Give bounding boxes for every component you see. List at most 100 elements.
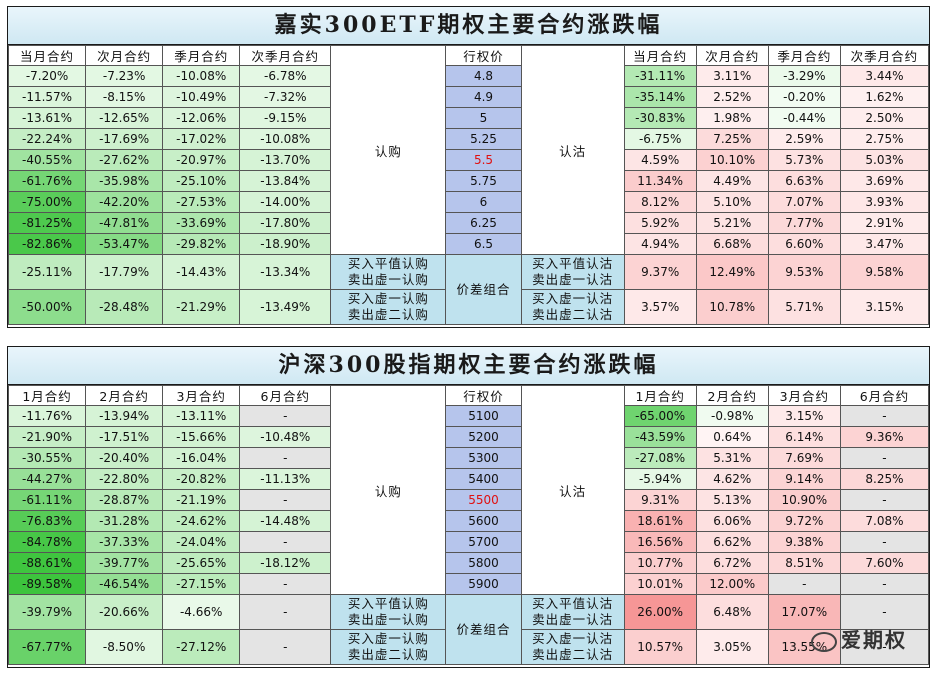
call-change-cell: -42.20% (85, 191, 164, 213)
index-options-table: 沪深300股指期权主要合约涨跌幅 1月合约 2月合约 3月合约 6月合约 认购 行权价 认沽… (7, 346, 930, 668)
call-change-cell: - (239, 573, 332, 595)
call-change-cell: -18.90% (239, 233, 332, 255)
combo-call-cell: -20.66% (85, 594, 164, 630)
strike-price-cell: 5700 (445, 531, 522, 553)
strike-price-cell: 5 (445, 107, 522, 129)
spread-leg: 买入平值认沽 (532, 596, 614, 611)
put-change-cell: 7.08% (839, 510, 930, 532)
put-spread-description: 买入平值认沽 卖出虚一认沽 (520, 254, 625, 290)
put-change-cell: 5.21% (695, 212, 769, 234)
put-change-cell: 4.49% (695, 170, 769, 192)
combo-put-cell: 9.37% (623, 254, 697, 290)
put-change-cell: -65.00% (623, 405, 697, 427)
call-change-cell: - (239, 531, 332, 553)
table-row: -82.86% -53.47% -29.82% -18.90% 6.5 4.94% 6.68… (7, 233, 930, 255)
table-row: -7.20% -7.23% -10.08% -6.78% 4.8 -31.11% 3.11%… (7, 65, 930, 87)
column-header: 3月合约 (162, 385, 241, 406)
combo-call-cell: -8.50% (85, 629, 164, 665)
call-change-cell: -27.15% (162, 573, 241, 595)
strike-price-cell: 5500 (445, 489, 522, 511)
etf-options-table: 嘉实300ETF期权主要合约涨跌幅 当月合约 次月合约 季月合约 次季月合约 认购 行权价… (7, 6, 930, 328)
combo-call-cell: -4.66% (162, 594, 241, 630)
column-header: 2月合约 (85, 385, 164, 406)
strike-price-cell: 5200 (445, 426, 522, 448)
column-header: 6月合约 (239, 385, 332, 406)
put-change-cell: 9.72% (767, 510, 841, 532)
strike-price-cell: 4.9 (445, 86, 522, 108)
call-change-cell: -20.40% (85, 447, 164, 469)
call-change-cell: -13.70% (239, 149, 332, 171)
call-change-cell: -76.83% (7, 510, 87, 532)
combo-row: -25.11% -17.79% -14.43% -13.34% 买入平值认购 卖出虚一认购… (7, 254, 930, 325)
combo-put-cell: 3.15% (839, 289, 930, 325)
call-change-cell: - (239, 489, 332, 511)
table-row: -89.58% -46.54% -27.15% -5900 10.01% 12.00% - - (7, 573, 930, 595)
call-change-cell: -27.62% (85, 149, 164, 171)
call-change-cell: -22.24% (7, 128, 87, 150)
table-title: 嘉实300ETF期权主要合约涨跌幅 (8, 7, 929, 45)
put-change-cell: 10.77% (623, 552, 697, 574)
put-change-cell: -0.20% (767, 86, 841, 108)
call-change-cell: -13.84% (239, 170, 332, 192)
put-change-cell: - (767, 573, 841, 595)
call-change-cell: -15.66% (162, 426, 241, 448)
spread-leg: 卖出虚一认购 (347, 612, 429, 627)
strike-header: 行权价 (445, 385, 522, 406)
put-change-cell: 11.34% (623, 170, 697, 192)
call-change-cell: -39.77% (85, 552, 164, 574)
put-change-cell: 9.38% (767, 531, 841, 553)
combo-call-cell: -13.49% (239, 289, 332, 325)
strike-header: 行权价 (445, 45, 522, 66)
call-change-cell: -29.82% (162, 233, 241, 255)
call-change-cell: -31.28% (85, 510, 164, 532)
call-change-cell: -27.53% (162, 191, 241, 213)
combo-call-cell: -39.79% (7, 594, 87, 630)
put-change-cell: 3.47% (839, 233, 930, 255)
table-row: -21.90% -17.51% -15.66% -10.48% 5200 -43.59% 0… (7, 426, 930, 448)
put-change-cell: 4.62% (695, 468, 769, 490)
strike-price-cell: 5900 (445, 573, 522, 595)
put-change-cell: -6.75% (623, 128, 697, 150)
put-change-cell: 5.03% (839, 149, 930, 171)
call-spread-description: 买入平值认购 卖出虚一认购 (330, 254, 447, 290)
call-change-cell: - (239, 447, 332, 469)
combo-call-cell: -13.34% (239, 254, 332, 290)
spread-leg: 卖出虚二认沽 (532, 647, 614, 662)
put-change-cell: 6.14% (767, 426, 841, 448)
strike-price-cell: 5800 (445, 552, 522, 574)
put-change-cell: 4.94% (623, 233, 697, 255)
call-change-cell: -14.00% (239, 191, 332, 213)
call-change-cell: -21.90% (7, 426, 87, 448)
combo-put-cell: 10.57% (623, 629, 697, 665)
call-change-cell: -24.62% (162, 510, 241, 532)
put-spread-description: 买入平值认沽 卖出虚一认沽 (520, 594, 625, 630)
strike-price-cell: 5.75 (445, 170, 522, 192)
combo-put-cell: 3.57% (623, 289, 697, 325)
combo-row: -39.79% -20.66% -4.66% - 买入平值认购 卖出虚一认购 价差组合 买入平… (7, 594, 930, 665)
call-change-cell: -21.19% (162, 489, 241, 511)
call-change-cell: -13.94% (85, 405, 164, 427)
call-spread-description: 买入虚一认购 卖出虚二认购 (330, 629, 447, 665)
spread-leg: 卖出虚一认购 (347, 272, 429, 287)
call-change-cell: -17.69% (85, 128, 164, 150)
put-change-cell: 5.31% (695, 447, 769, 469)
call-change-cell: -20.97% (162, 149, 241, 171)
combo-call-cell: -25.11% (7, 254, 87, 290)
watermark-text: 爱期权 (841, 628, 907, 652)
call-change-cell: -35.98% (85, 170, 164, 192)
call-change-cell: -75.00% (7, 191, 87, 213)
call-change-cell: -61.76% (7, 170, 87, 192)
put-change-cell: -27.08% (623, 447, 697, 469)
call-change-cell: -13.11% (162, 405, 241, 427)
put-change-cell: 3.11% (695, 65, 769, 87)
call-change-cell: -24.04% (162, 531, 241, 553)
call-change-cell: -88.61% (7, 552, 87, 574)
table-row: -61.76% -35.98% -25.10% -13.84% 5.75 11.34% 4.… (7, 170, 930, 192)
put-change-cell: -3.29% (767, 65, 841, 87)
spread-leg: 买入平值认购 (347, 596, 429, 611)
combo-call-cell: -50.00% (7, 289, 87, 325)
combo-put-cell: 3.05% (695, 629, 769, 665)
put-change-cell: -0.98% (695, 405, 769, 427)
put-change-cell: 5.13% (695, 489, 769, 511)
strike-price-cell: 5.5 (445, 149, 522, 171)
